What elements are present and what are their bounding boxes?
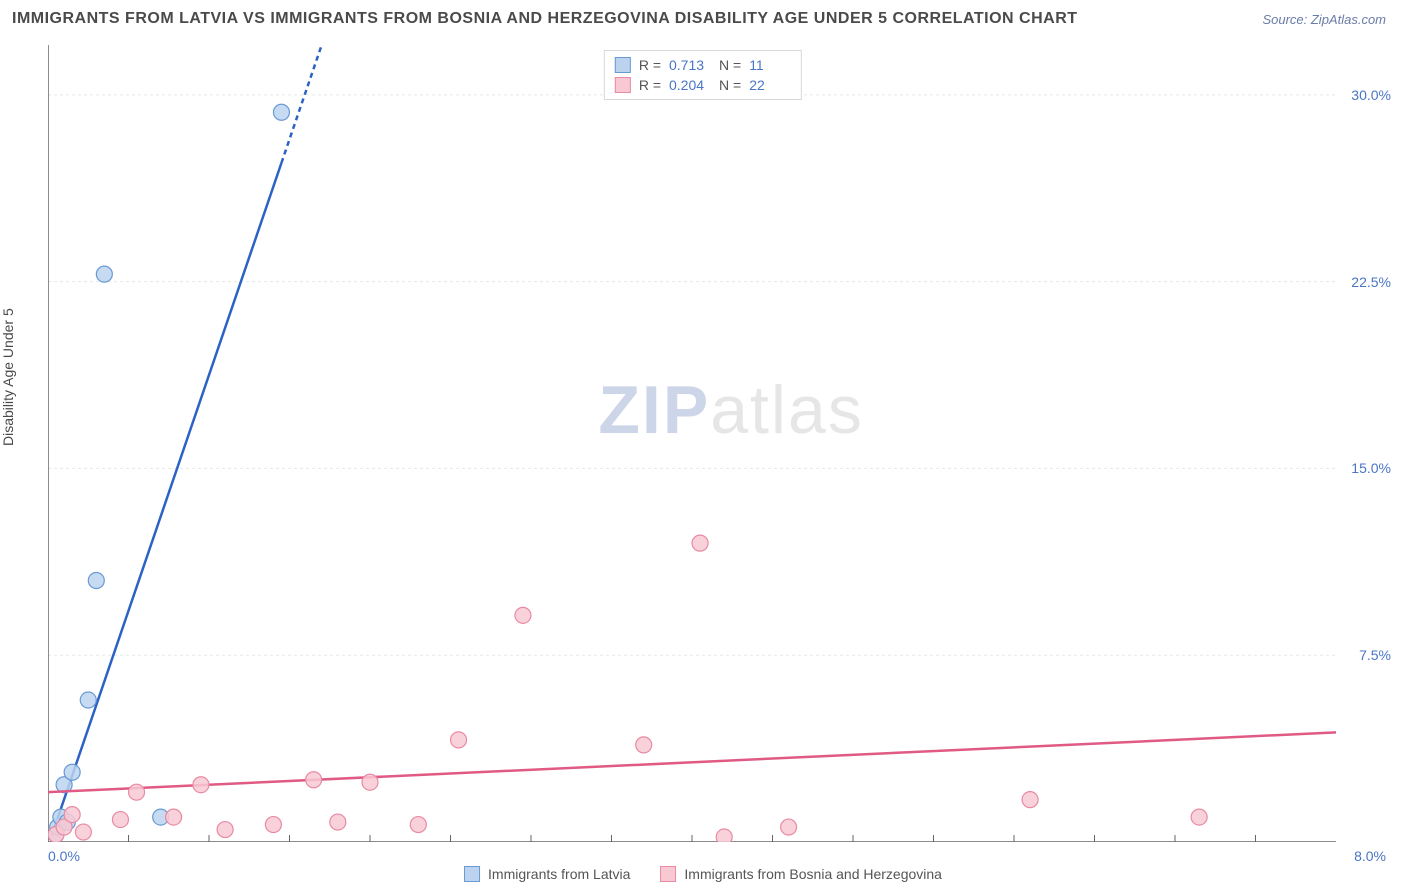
y-axis-label: Disability Age Under 5	[0, 308, 16, 446]
legend-r-value: 0.204	[669, 77, 711, 93]
legend-stats-row: R = 0.204 N = 22	[615, 75, 791, 95]
legend-swatch-icon	[615, 77, 631, 93]
legend-swatch-icon	[464, 866, 480, 882]
legend-n-label: N =	[719, 77, 741, 93]
source-attribution: Source: ZipAtlas.com	[1262, 12, 1386, 27]
legend-series-item: Immigrants from Latvia	[464, 866, 630, 882]
legend-n-value: 22	[749, 77, 791, 93]
scatter-plot	[48, 45, 1336, 842]
x-axis-tick-min: 0.0%	[48, 848, 80, 864]
y-axis-tick: 7.5%	[1359, 647, 1391, 663]
legend-series-label: Immigrants from Bosnia and Herzegovina	[684, 866, 942, 882]
legend-n-value: 11	[749, 57, 791, 73]
y-axis-tick: 22.5%	[1351, 274, 1391, 290]
legend-stats: R = 0.713 N = 11 R = 0.204 N = 22	[604, 50, 802, 100]
chart-title: IMMIGRANTS FROM LATVIA VS IMMIGRANTS FRO…	[12, 10, 1078, 28]
legend-n-label: N =	[719, 57, 741, 73]
legend-r-label: R =	[639, 57, 661, 73]
legend-swatch-icon	[615, 57, 631, 73]
legend-r-label: R =	[639, 77, 661, 93]
x-axis-tick-max: 8.0%	[1354, 848, 1386, 864]
legend-series-item: Immigrants from Bosnia and Herzegovina	[660, 866, 942, 882]
y-axis-tick: 30.0%	[1351, 87, 1391, 103]
y-axis-tick: 15.0%	[1351, 460, 1391, 476]
legend-series-label: Immigrants from Latvia	[488, 866, 630, 882]
legend-swatch-icon	[660, 866, 676, 882]
legend-series: Immigrants from Latvia Immigrants from B…	[464, 866, 942, 882]
legend-stats-row: R = 0.713 N = 11	[615, 55, 791, 75]
legend-r-value: 0.713	[669, 57, 711, 73]
